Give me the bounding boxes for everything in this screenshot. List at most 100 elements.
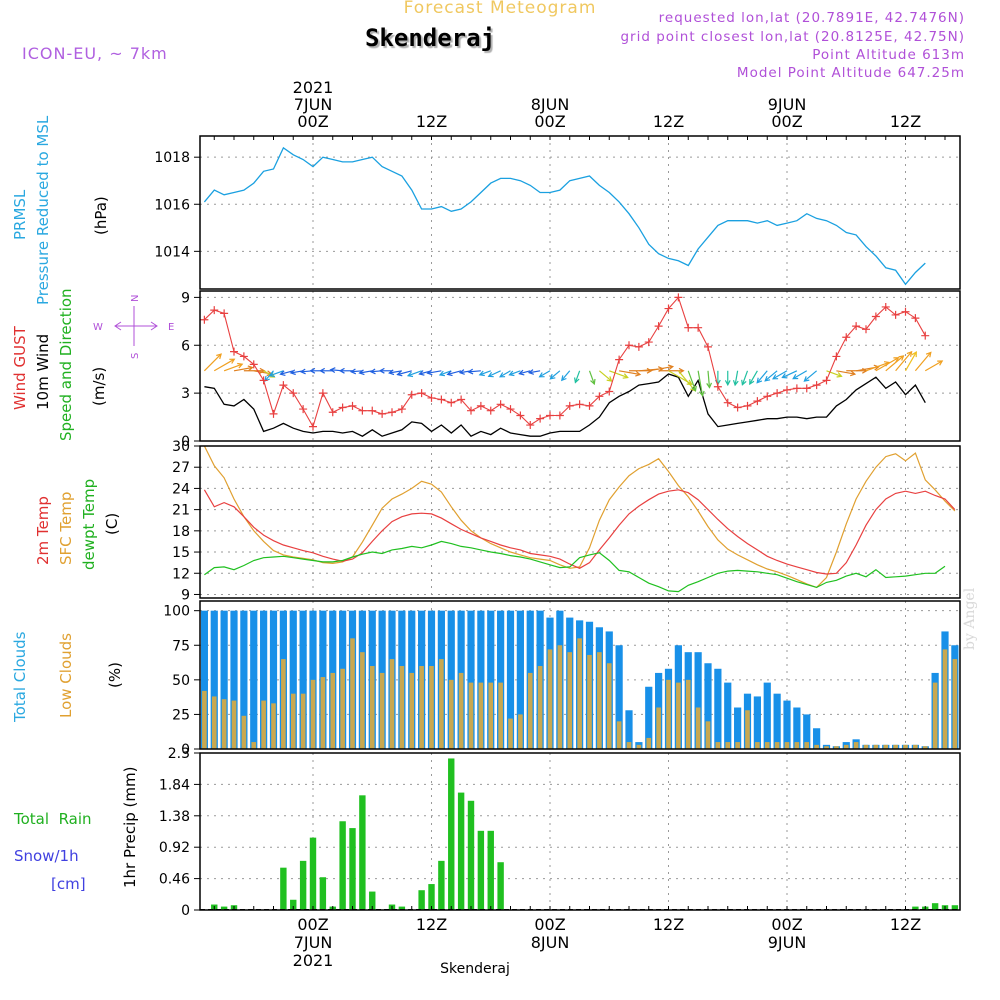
low-clouds-bar	[419, 666, 424, 749]
total-clouds-bar	[506, 610, 515, 749]
wind-arrow-head	[781, 373, 788, 379]
gust-point-marker	[486, 406, 495, 415]
compass-east-arrow	[150, 321, 158, 331]
wind-arrow-head	[319, 367, 325, 374]
total-clouds-bar	[299, 610, 307, 749]
time-label-bottom: 00Z	[297, 915, 328, 934]
gust-point-marker	[230, 347, 238, 356]
time-label-top: 12Z	[416, 112, 447, 131]
low-clouds-bar	[853, 742, 859, 749]
time-label-bottom: 00Z	[771, 915, 802, 934]
total-clouds-bar	[497, 610, 505, 749]
wind-arrow-head	[279, 370, 286, 376]
gust-point-marker	[822, 376, 831, 385]
wind-arrow-head	[518, 369, 525, 376]
wind-arrow-head	[358, 369, 365, 376]
gust-point-marker	[753, 397, 762, 406]
gust-point-marker	[871, 312, 880, 321]
wind-arrow-head	[836, 372, 843, 378]
rain-bar	[349, 828, 356, 910]
wind-direction-arrow	[407, 370, 422, 377]
total-clouds-bar	[793, 707, 801, 749]
time-label-top: 7JUN	[294, 95, 333, 114]
total-clouds-bar	[714, 668, 722, 749]
y-tick-label: 2.3	[168, 746, 190, 762]
rain-bar	[467, 800, 475, 910]
wind-direction-arrow	[648, 365, 673, 372]
low-clouds-bar	[715, 742, 721, 749]
low-clouds-bar	[350, 638, 355, 749]
wind-arrow-head	[338, 367, 345, 374]
total-clouds-bar	[201, 610, 208, 749]
low-clouds-bar	[547, 649, 553, 749]
prmsl-desc-label: Pressure Reduced to MSL	[34, 115, 52, 305]
wind-arrow-head	[349, 368, 357, 375]
wind-arrow-head	[538, 372, 545, 378]
low-clouds-bar	[527, 672, 533, 749]
gust-point-marker	[684, 323, 693, 332]
low-clouds-bar	[932, 682, 938, 749]
gust-point-marker	[664, 304, 673, 313]
gust-point-marker	[713, 382, 722, 391]
pct-unit-label: (%)	[106, 662, 124, 688]
wind-arrow-head	[216, 353, 222, 360]
low-clouds-bar	[824, 746, 829, 749]
low-clouds-bar	[429, 666, 434, 749]
low-clouds-bar	[310, 679, 316, 749]
gust-point-marker	[674, 293, 683, 302]
wind-arrow-head	[299, 368, 306, 375]
y-tick-label: 1016	[154, 197, 190, 213]
gust-point-marker	[526, 421, 535, 430]
model-point-altitude: Model Point Altitude 647.25m	[736, 65, 965, 81]
rain-bar	[359, 795, 366, 910]
wind-arrow-head	[396, 370, 403, 377]
low-clouds-bar	[488, 682, 494, 749]
low-clouds-bar	[557, 645, 563, 749]
low-clouds-bar	[685, 679, 691, 749]
y-tick-label: 1018	[154, 150, 190, 166]
total-clouds-bar	[704, 663, 712, 749]
wind-arrow-head	[406, 371, 414, 378]
t2m-label: 2m Temp	[34, 496, 52, 565]
y-tick-label: 30	[172, 439, 190, 455]
wind-direction-arrow	[519, 370, 531, 375]
gust-point-marker	[388, 408, 396, 417]
gust-point-marker	[269, 409, 278, 418]
gust-point-marker	[378, 409, 387, 418]
gust-point-marker	[407, 390, 416, 399]
low-clouds-bar	[942, 649, 948, 749]
y-tick-label: 27	[172, 460, 190, 476]
gust-point-marker	[585, 401, 594, 410]
requested-coordinates: requested lon,lat (20.7891E, 42.7476N)	[658, 10, 965, 26]
wind-direction-arrow	[488, 370, 501, 377]
gust-point-marker	[901, 307, 910, 316]
wind-arrow-head	[898, 355, 905, 361]
time-label-top: 00Z	[771, 112, 802, 131]
low-clouds-bar	[360, 652, 365, 749]
gust-point-marker	[763, 392, 772, 401]
wind-direction-arrow	[233, 366, 253, 372]
wind-direction-arrow	[468, 370, 481, 373]
wind-arrow-head	[309, 367, 316, 374]
time-label-bottom: 2021	[293, 951, 334, 970]
low-clouds-bar	[646, 737, 652, 749]
wind-arrow-head	[549, 373, 556, 380]
wind-direction-arrow	[427, 370, 442, 374]
pressure-series-line	[203, 146, 926, 286]
meteogram-subtitle: Forecast Meteogram	[403, 0, 597, 18]
rain-bar	[497, 862, 504, 910]
low-clouds-bar	[903, 744, 908, 749]
time-label-bottom: 9JUN	[768, 933, 807, 952]
sfc-temp-label: SFC Temp	[57, 492, 75, 565]
low-clouds-bar	[320, 677, 326, 749]
wind-arrow-head	[329, 367, 336, 373]
dewpt-label: dewpt Temp	[80, 479, 98, 570]
wind-direction-arrow	[213, 358, 235, 372]
low-clouds-bar	[666, 679, 671, 749]
rain-bar	[319, 877, 327, 910]
low-clouds-bar	[952, 659, 958, 749]
total-clouds-bar	[645, 686, 653, 749]
low-clouds-bar	[399, 666, 405, 749]
total-clouds-bar	[763, 682, 771, 749]
wind-direction-arrow	[561, 370, 571, 381]
